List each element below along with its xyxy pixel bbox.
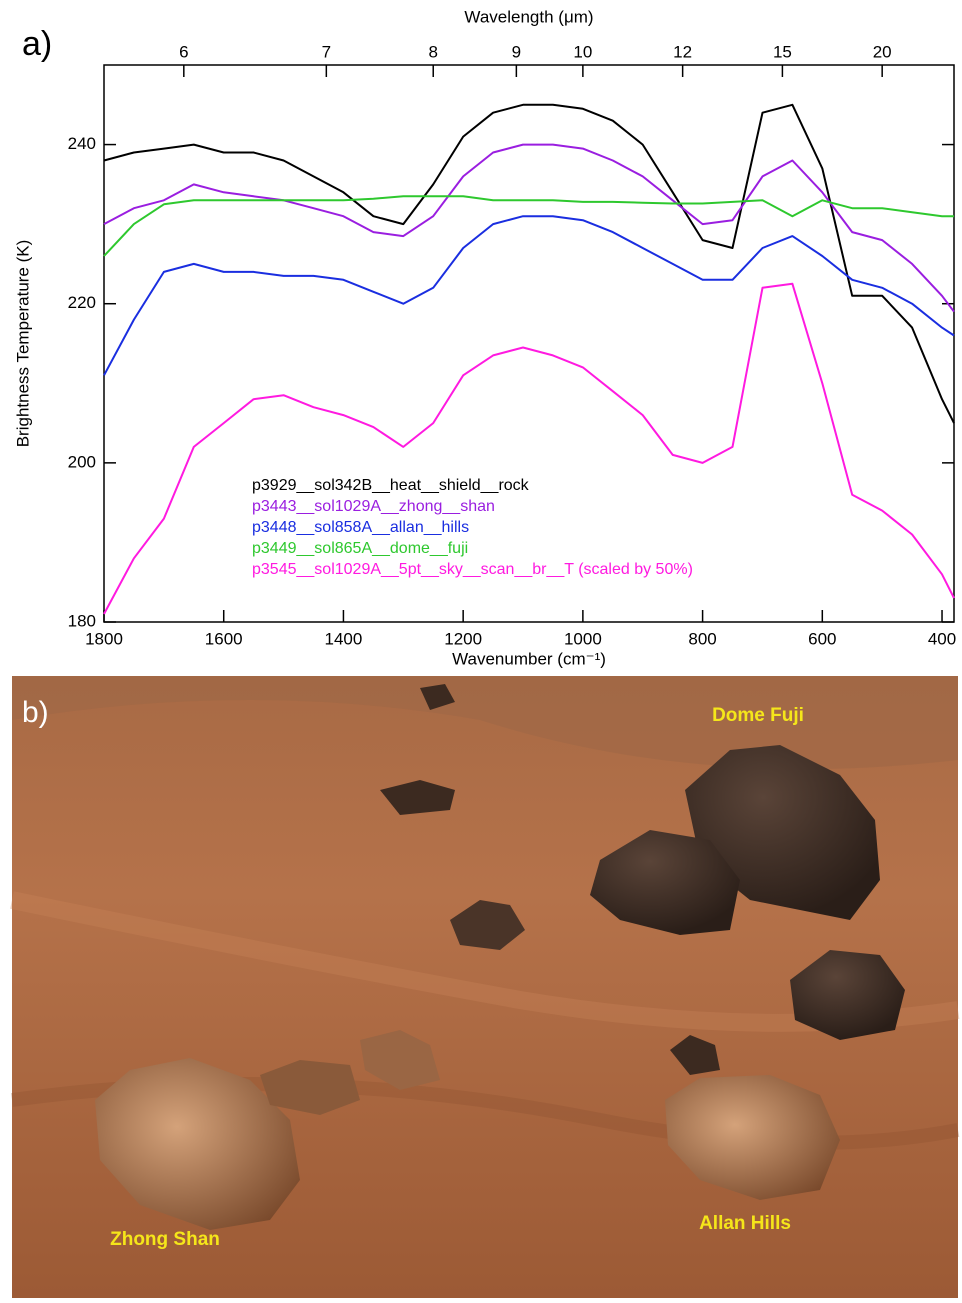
- x2-tick-label: 6: [179, 42, 188, 61]
- plot-frame: [103, 64, 955, 623]
- photo-rock: [260, 1060, 360, 1115]
- photo-rock: [590, 830, 740, 935]
- x-tick-label: 1000: [564, 629, 602, 648]
- x-tick-label: 1200: [444, 629, 482, 648]
- series-line: [103, 103, 955, 424]
- x-tick-label: 400: [928, 629, 956, 648]
- x-tick-label: 1600: [205, 629, 243, 648]
- photo-rock: [450, 900, 525, 950]
- x2-tick-label: 9: [512, 42, 521, 61]
- legend-entry: p3929__sol342B__heat__shield__rock: [252, 477, 530, 494]
- photo-rock: [380, 780, 455, 815]
- x2-tick-label: 10: [573, 42, 592, 61]
- x2-tick-label: 15: [773, 42, 792, 61]
- series-line: [103, 215, 955, 376]
- photo-horizon: [12, 676, 958, 769]
- legend-entry: p3443__sol1029A__zhong__shan: [252, 498, 495, 515]
- photo-rock: [420, 684, 455, 710]
- series-line: [103, 143, 955, 313]
- x2-tick-label: 7: [322, 42, 331, 61]
- panel-label: b): [22, 696, 49, 729]
- photo-rock: [665, 1075, 840, 1200]
- photo-rock: [670, 1035, 720, 1075]
- x-axis-title: Wavenumber (cm⁻¹): [452, 649, 606, 668]
- y-tick-label: 240: [68, 134, 96, 153]
- x2-tick-label: 8: [428, 42, 437, 61]
- photo-rock: [790, 950, 905, 1040]
- x2-tick-label: 12: [673, 42, 692, 61]
- photo: b) Dome Fuji Zhong Shan Allan Hills: [10, 676, 960, 1298]
- panel-label: a): [22, 25, 52, 63]
- legend-entry: p3448__sol858A__allan__hills: [252, 519, 469, 536]
- photo-label: Zhong Shan: [110, 1229, 220, 1250]
- legend-entry: p3545__sol1029A__5pt__sky__scan__br__T (…: [252, 561, 693, 578]
- x-tick-label: 800: [688, 629, 716, 648]
- series-line: [103, 282, 955, 615]
- chart: 180 200 220 240 1800 1600 1400 1200 1000 800 600 40…: [13, 7, 956, 668]
- photo-rock: [360, 1030, 440, 1090]
- photo-rock: [95, 1058, 300, 1230]
- y-axis-title: Brightness Temperature (K): [13, 240, 32, 448]
- photo-label: Allan Hills: [699, 1213, 791, 1234]
- x-tick-label: 1400: [325, 629, 363, 648]
- y-tick-label: 200: [68, 452, 96, 471]
- photo-label: Dome Fuji: [712, 705, 804, 726]
- x-tick-label: 600: [808, 629, 836, 648]
- series-line: [103, 195, 954, 257]
- y-tick-label: 180: [68, 611, 96, 630]
- legend-entry: p3449__sol865A__dome__fuji: [252, 540, 468, 557]
- x-tick-label: 1800: [85, 629, 123, 648]
- x2-tick-label: 20: [873, 42, 892, 61]
- x2-axis-title: Wavelength (μm): [464, 7, 593, 26]
- y-tick-label: 220: [68, 293, 96, 312]
